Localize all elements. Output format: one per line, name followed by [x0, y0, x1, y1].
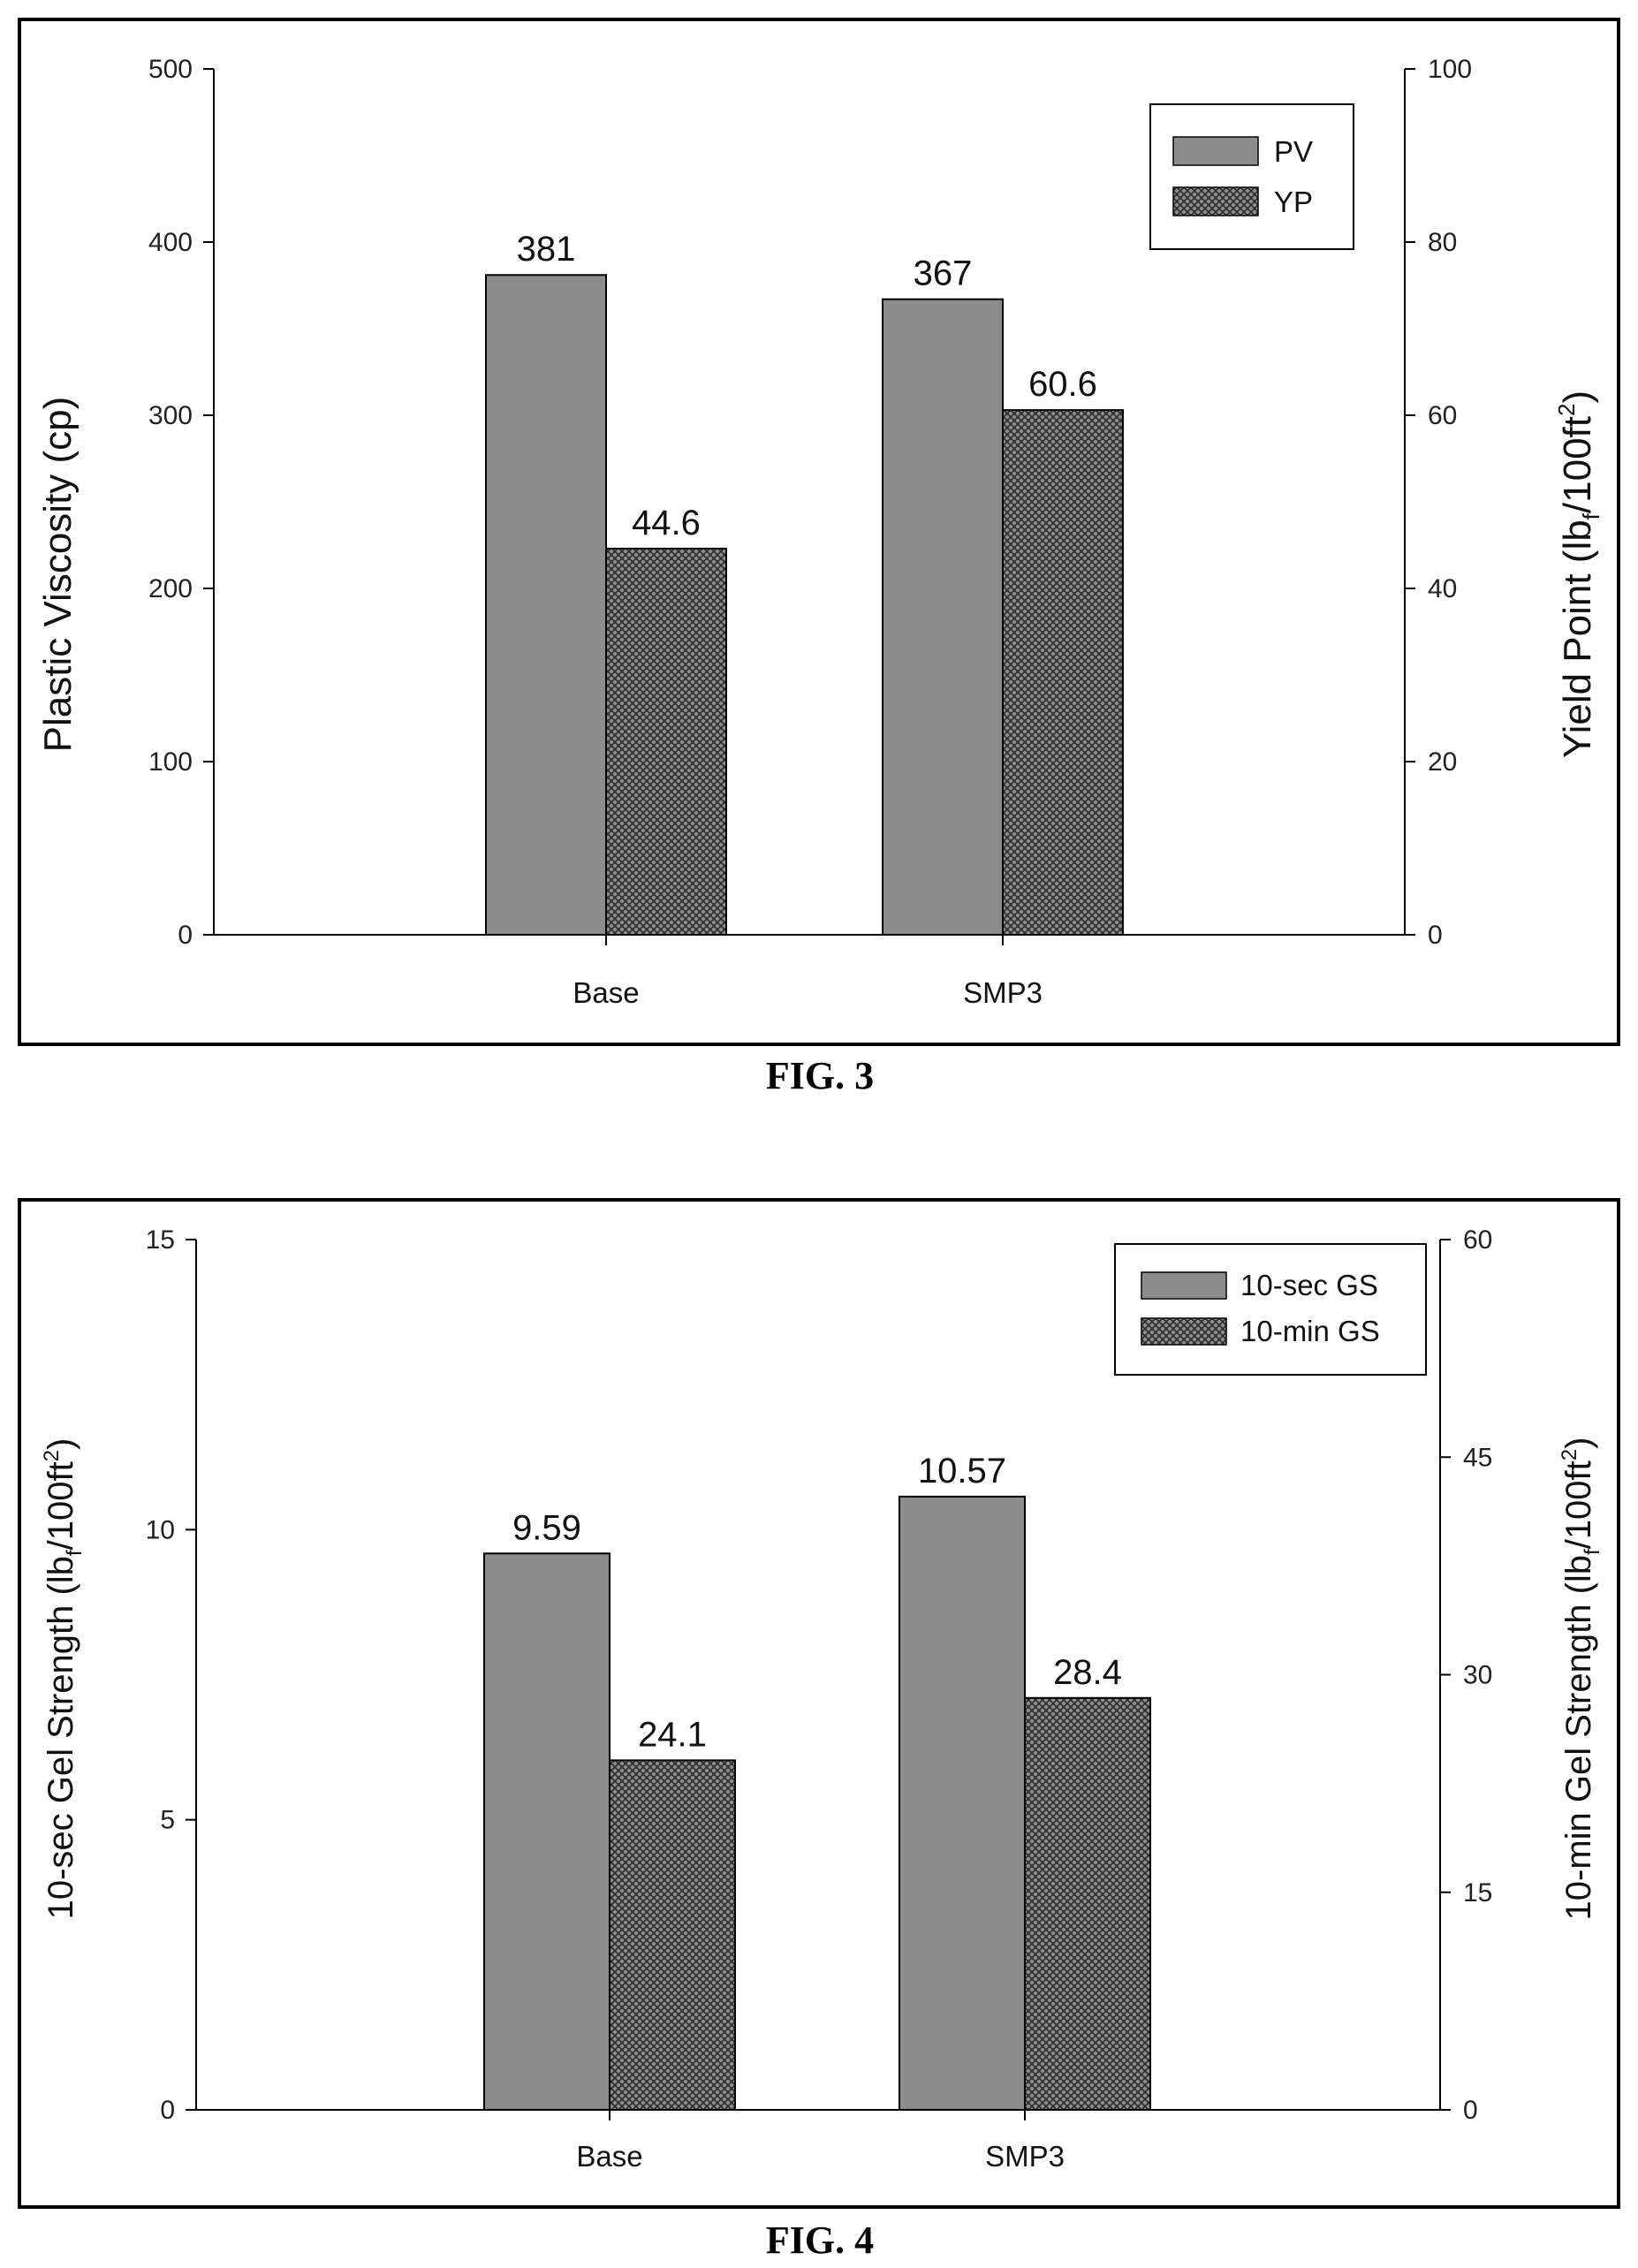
y-tick-label: 10	[146, 1515, 175, 1544]
y-tick-label: 100	[148, 747, 193, 777]
y-tick-label: 300	[148, 401, 193, 430]
y-tick-label: 15	[146, 1225, 175, 1255]
bar-primary-base	[485, 274, 607, 936]
legend-label-10min: 10-min GS	[1240, 1315, 1380, 1347]
y2-tick-label: 20	[1428, 747, 1457, 777]
legend-label-yp: YP	[1274, 186, 1313, 218]
x-tick-label: SMP3	[985, 2140, 1065, 2173]
y-tick-label: 200	[148, 574, 193, 603]
left-axis: 0 5 10 15	[146, 1225, 1440, 2125]
bar-primary-smp3	[882, 298, 1004, 936]
legend-swatch-10min	[1141, 1317, 1227, 1346]
bars: 381 44.6 367 60.6	[485, 230, 1124, 936]
y-tick-label: 500	[148, 55, 193, 84]
data-label: 9.59	[512, 1508, 581, 1547]
y-tick-label: 0	[160, 2096, 175, 2125]
y-axis-label: Plastic Viscosity (cp)	[36, 397, 80, 753]
legend-swatch-yp	[1172, 186, 1259, 216]
figure-caption-fig3: FIG. 3	[766, 1054, 874, 1097]
category-labels: Base SMP3	[573, 935, 1043, 1009]
y2-axis-label: Yield Point (lbf/100ft2)	[1553, 391, 1604, 758]
y2-axis-label: 10-min Gel Strength (lbf/100ft2)	[1558, 1437, 1604, 1921]
data-label: 24.1	[638, 1715, 707, 1754]
legend-label-10sec: 10-sec GS	[1240, 1269, 1378, 1301]
legend-box	[1149, 103, 1354, 250]
data-label: 60.6	[1028, 365, 1097, 404]
category-labels: Base SMP3	[576, 2110, 1065, 2173]
y2-tick-label: 40	[1428, 574, 1457, 603]
y-tick-label: 5	[160, 1806, 175, 1835]
y2-tick-label: 30	[1463, 1661, 1492, 1690]
data-label: 381	[517, 230, 576, 269]
y2-tick-label: 60	[1463, 1225, 1492, 1255]
legend: PV YP	[1149, 103, 1354, 250]
y2-tick-label: 100	[1428, 55, 1472, 84]
data-label: 28.4	[1053, 1653, 1122, 1692]
y2-tick-label: 0	[1463, 2096, 1478, 2125]
bar-secondary-smp3	[1024, 1696, 1151, 2112]
right-axis: 0 20 40 60 80 100	[1404, 55, 1472, 950]
y-axis-label: 10-sec Gel Strength (lbf/100ft2)	[40, 1438, 87, 1920]
bar-secondary-smp3	[1002, 409, 1124, 936]
x-tick-label: SMP3	[963, 976, 1043, 1009]
y-tick-label: 0	[178, 921, 193, 950]
y2-tick-label: 60	[1428, 401, 1457, 430]
x-tick-label: Base	[576, 2140, 642, 2173]
bar-primary-base	[483, 1552, 610, 2112]
data-label: 10.57	[918, 1452, 1006, 1491]
legend-box	[1114, 1243, 1427, 1376]
y-tick-label: 400	[148, 228, 193, 257]
chart-frame	[18, 18, 1620, 1046]
y2-tick-label: 0	[1428, 921, 1443, 950]
y2-tick-label: 45	[1463, 1443, 1492, 1472]
chart-frame	[18, 1198, 1620, 2209]
y2-tick-label: 80	[1428, 228, 1457, 257]
legend-label-pv: PV	[1274, 135, 1313, 168]
legend: 10-sec GS 10-min GS	[1114, 1243, 1427, 1376]
x-tick-label: Base	[573, 976, 639, 1009]
chart-fig4: 0 5 10 15 0 15 30 45 60 9.59 24.1 10.57 28.4 Base S…	[18, 1198, 1620, 2209]
bars: 9.59 24.1 10.57 28.4	[483, 1452, 1151, 2112]
legend-swatch-pv	[1172, 136, 1259, 166]
data-label: 367	[914, 254, 973, 293]
left-axis: 0 100 200 300 400 500	[148, 55, 1405, 950]
bar-primary-smp3	[899, 1495, 1026, 2111]
y2-tick-label: 15	[1463, 1878, 1492, 1908]
figure-caption-fig4: FIG. 4	[766, 2219, 874, 2262]
bar-secondary-base	[605, 547, 727, 936]
data-label: 44.6	[632, 504, 701, 542]
chart-fig3: 0 100 200 300 400 500 0 20 40 60 80 100 381 44.6 367…	[18, 18, 1620, 1046]
legend-swatch-10sec	[1141, 1271, 1227, 1300]
bar-secondary-base	[609, 1759, 736, 2111]
right-axis: 0 15 30 45 60	[1439, 1225, 1492, 2125]
